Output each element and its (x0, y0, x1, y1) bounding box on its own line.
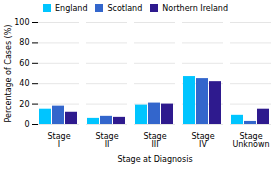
svg-text:0: 0 (24, 120, 29, 129)
svg-text:Percentage of Cases (%): Percentage of Cases (%) (4, 25, 13, 123)
svg-text:100: 100 (14, 18, 29, 27)
html-text:England: England (55, 3, 88, 13)
svg-text:StageIV: StageIV (191, 132, 214, 149)
svg-text:60: 60 (19, 59, 29, 68)
svg-text:StageII: StageII (95, 132, 118, 149)
svg-text:StageI: StageI (47, 132, 70, 149)
html-text:Scotland: Scotland (107, 3, 143, 13)
svg-text:StageUnknown: StageUnknown (232, 132, 269, 149)
svg-text:80: 80 (19, 38, 29, 47)
svg-text:StageIII: StageIII (143, 132, 166, 149)
svg-text:20: 20 (19, 100, 29, 109)
svg-text:40: 40 (19, 79, 29, 88)
html-text:Northern Ireland: Northern Ireland (162, 3, 228, 13)
svg-text:Stage at Diagnosis: Stage at Diagnosis (117, 155, 192, 164)
